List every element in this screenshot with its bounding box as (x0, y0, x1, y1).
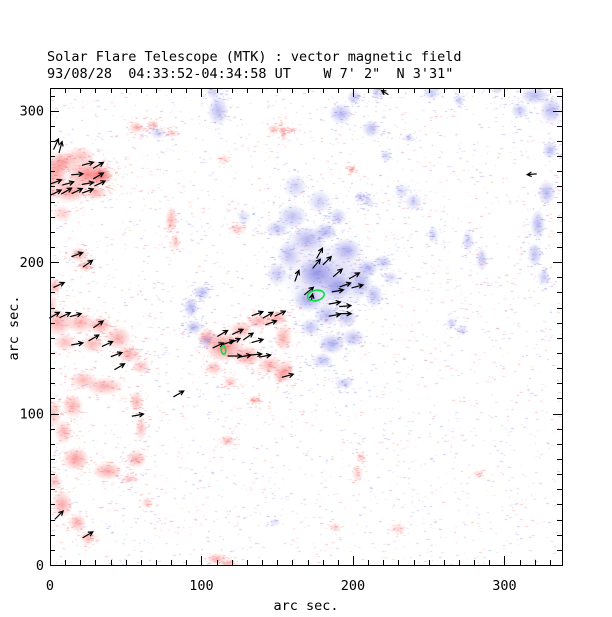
y-tick-label: 100 (20, 407, 44, 423)
x-tick-label: 0 (46, 578, 54, 594)
y-axis-label: arc sec. (6, 295, 22, 361)
y-tick-label: 200 (20, 255, 44, 271)
x-tick-label: 300 (492, 578, 516, 594)
x-tick-label: 200 (341, 578, 365, 594)
x-tick-label: 100 (189, 578, 213, 594)
y-tick-label: 300 (20, 104, 44, 120)
y-tick-labels: 0 100 200 300 (20, 104, 44, 574)
magnetic-field-canvas (50, 88, 562, 565)
x-axis-label: arc sec. (273, 598, 339, 614)
x-tick-labels: 0 100 200 300 (46, 578, 517, 594)
y-tick-label: 0 (36, 558, 44, 574)
plot-title: Solar Flare Telescope (MTK) : vector mag… (47, 49, 462, 65)
plot-subtitle: 93/08/28 04:33:52-04:34:58 UT W 7' 2" N … (47, 66, 454, 82)
